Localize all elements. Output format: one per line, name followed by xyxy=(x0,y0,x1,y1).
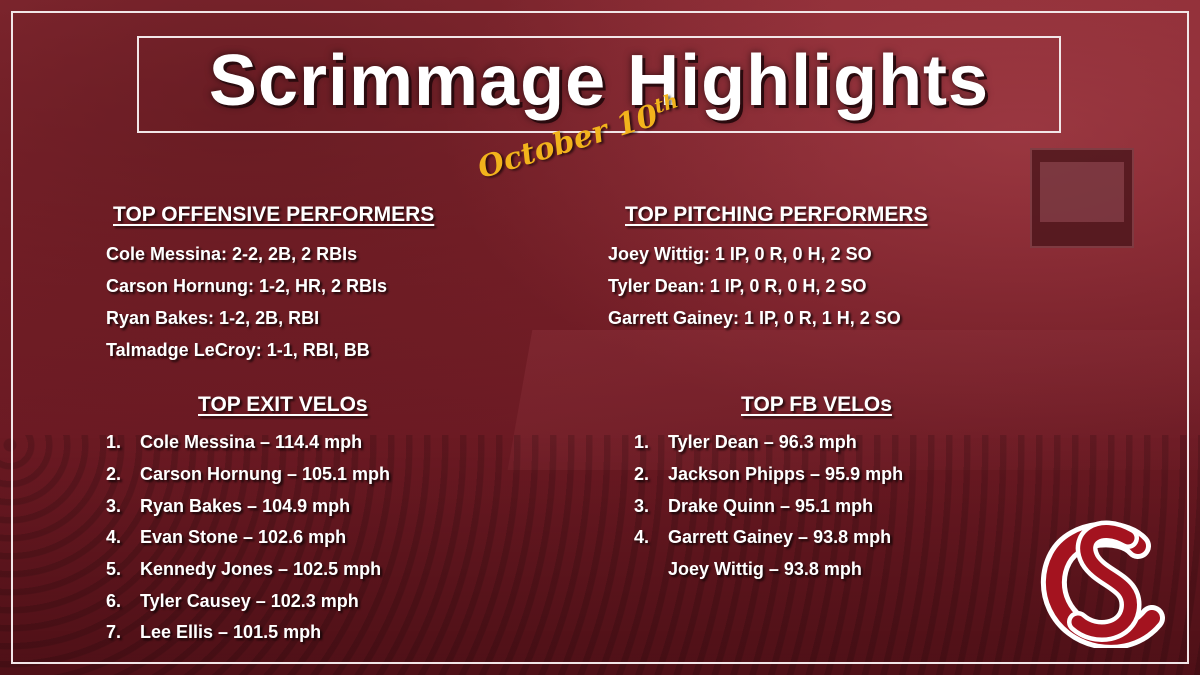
exit-velo-item: 3. Ryan Bakes – 104.9 mph xyxy=(106,496,350,517)
rank: 4. xyxy=(634,527,650,547)
crowd-background xyxy=(0,435,1200,675)
offense-item: Carson Hornung: 1-2, HR, 2 RBIs xyxy=(106,276,388,296)
exit-velo-text: Evan Stone – 102.6 mph xyxy=(140,527,347,547)
offense-item: Ryan Bakes: 1-2, 2B, RBI xyxy=(106,308,320,328)
exit-velo-item: 4. Evan Stone – 102.6 mph xyxy=(106,527,346,548)
scoreboard-background xyxy=(1030,148,1134,248)
exit-velo-item: 6. Tyler Causey – 102.3 mph xyxy=(106,591,359,612)
pitching-item: Joey Wittig: 1 IP, 0 R, 0 H, 2 SO xyxy=(608,244,872,264)
rank: 3. xyxy=(634,496,650,516)
exit-velo-item: 1. Cole Messina – 114.4 mph xyxy=(106,432,362,453)
pitching-item: Garrett Gainey: 1 IP, 0 R, 1 H, 2 SO xyxy=(608,308,901,328)
outer-frame xyxy=(11,11,1189,664)
fb-velo-text: Drake Quinn – 95.1 mph xyxy=(668,496,874,516)
fb-velo-item: 2. Jackson Phipps – 95.9 mph xyxy=(634,464,903,485)
exit-velo-item: 2. Carson Hornung – 105.1 mph xyxy=(106,464,390,485)
rank: 4. xyxy=(106,527,122,547)
exit-velo-text: Kennedy Jones – 102.5 mph xyxy=(140,559,382,579)
rank: 2. xyxy=(634,464,650,484)
exit-velo-text: Lee Ellis – 101.5 mph xyxy=(140,622,322,642)
offense-item: Cole Messina: 2-2, 2B, 2 RBIs xyxy=(106,244,358,264)
rank: 1. xyxy=(106,432,122,452)
page-title: Scrimmage Highlights xyxy=(208,41,990,121)
pitching-heading: TOP PITCHING PERFORMERS xyxy=(625,203,928,226)
exit-velo-text: Cole Messina – 114.4 mph xyxy=(140,432,363,452)
fb-velo-text: Jackson Phipps – 95.9 mph xyxy=(668,464,904,484)
exit-velo-text: Ryan Bakes – 104.9 mph xyxy=(140,496,351,516)
sc-monogram-icon xyxy=(1040,520,1165,648)
rank: 1. xyxy=(634,432,650,452)
offense-heading: TOP OFFENSIVE PERFORMERS xyxy=(113,203,435,226)
exit-velo-item: 7. Lee Ellis – 101.5 mph xyxy=(106,622,321,643)
rank: 6. xyxy=(106,591,122,611)
exit-velo-heading: TOP EXIT VELOs xyxy=(198,393,368,416)
fb-velo-item: 4. Garrett Gainey – 93.8 mph xyxy=(634,527,891,548)
offense-item: Talmadge LeCroy: 1-1, RBI, BB xyxy=(106,340,370,360)
pitching-item: Tyler Dean: 1 IP, 0 R, 0 H, 2 SO xyxy=(608,276,867,296)
rank: 3. xyxy=(106,496,122,516)
rank: 5. xyxy=(106,559,122,579)
fb-velo-item: 1. Tyler Dean – 96.3 mph xyxy=(634,432,857,453)
fb-velo-text: Tyler Dean – 96.3 mph xyxy=(668,432,857,452)
fb-velo-item: 3. Drake Quinn – 95.1 mph xyxy=(634,496,873,517)
rank: 7. xyxy=(106,622,122,642)
fb-velo-heading: TOP FB VELOs xyxy=(741,393,892,416)
title-box xyxy=(137,36,1061,133)
exit-velo-text: Carson Hornung – 105.1 mph xyxy=(140,464,391,484)
exit-velo-text: Tyler Causey – 102.3 mph xyxy=(140,591,359,611)
fb-velo-item: Joey Wittig – 93.8 mph xyxy=(634,559,862,580)
fb-velo-text: Joey Wittig – 93.8 mph xyxy=(668,559,862,579)
rank: 2. xyxy=(106,464,122,484)
exit-velo-item: 5. Kennedy Jones – 102.5 mph xyxy=(106,559,381,580)
fb-velo-text: Garrett Gainey – 93.8 mph xyxy=(668,527,892,547)
